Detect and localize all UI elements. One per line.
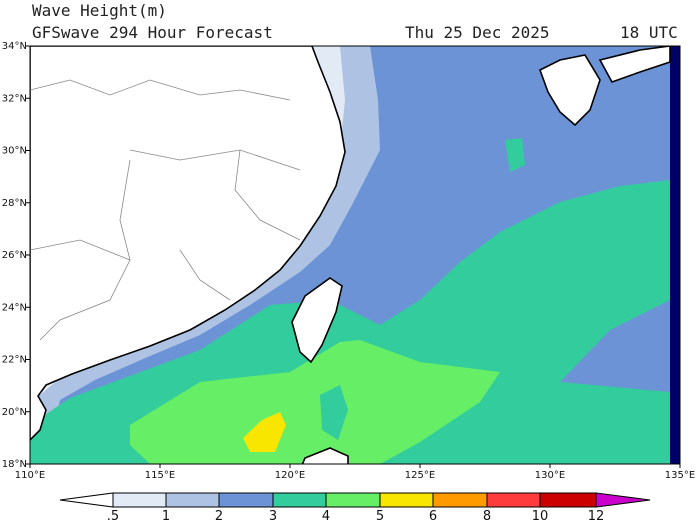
lon-label: 110°E (15, 470, 45, 481)
taiwan (291, 277, 343, 364)
zone (243, 412, 286, 452)
kyushu (539, 54, 601, 127)
colorbar-end (595, 492, 651, 508)
colorbar-label: 6 (429, 509, 437, 524)
colorbar: .5 1 2 3 4 5 6 8 10 12 (59, 492, 651, 524)
land (30, 46, 346, 442)
lat-label: 20°N (2, 407, 27, 418)
province-border (129, 149, 301, 171)
colorbar-box (486, 492, 541, 508)
lon-label: 120°E (275, 470, 305, 481)
colorbar-label: 5 (376, 509, 384, 524)
province-border (30, 239, 131, 261)
edge (670, 46, 680, 464)
lat-label: 28°N (2, 198, 27, 209)
lat-label: 26°N (2, 250, 27, 261)
honshu (598, 46, 671, 83)
colorbar-end (59, 492, 114, 508)
province-border (30, 79, 291, 101)
date: Thu 25 Dec 2025 (405, 23, 550, 42)
colorbar-box (112, 492, 167, 508)
map-area (30, 46, 680, 464)
colorbar-label: 3 (269, 509, 277, 524)
colorbar-label: .5 (107, 509, 119, 524)
province-border (39, 159, 131, 341)
lon-label: 135°E (665, 470, 695, 481)
colorbar-box (379, 492, 434, 508)
lat-label: 34°N (2, 41, 27, 52)
lat-label: 32°N (2, 93, 27, 104)
colorbar-box (539, 492, 597, 508)
zone (320, 385, 348, 440)
title: Wave Height(m) (32, 1, 167, 20)
colorbar-box (218, 492, 274, 508)
colorbar-box (165, 492, 220, 508)
colorbar-label: 12 (588, 509, 605, 524)
lat-label: 18°N (2, 459, 27, 470)
colorbar-box (325, 492, 381, 508)
lon-label: 130°E (535, 470, 565, 481)
lat-label: 22°N (2, 355, 27, 366)
colorbar-box (272, 492, 327, 508)
colorbar-box (432, 492, 488, 508)
lat-label: 24°N (2, 302, 27, 313)
province-border (234, 149, 301, 241)
colorbar-label: 8 (483, 509, 491, 524)
province-border (179, 249, 231, 301)
colorbar-label: 1 (162, 509, 170, 524)
hainan (301, 447, 349, 464)
subtitle: GFSwave 294 Hour Forecast (32, 23, 273, 42)
lon-label: 125°E (405, 470, 435, 481)
time: 18 UTC (620, 23, 678, 42)
lat-label: 30°N (2, 146, 27, 157)
zone (130, 340, 500, 464)
colorbar-label: 10 (532, 509, 549, 524)
zone (505, 138, 525, 172)
colorbar-label: 4 (322, 509, 330, 524)
lon-label: 115°E (145, 470, 175, 481)
colorbar-label: 2 (215, 509, 223, 524)
